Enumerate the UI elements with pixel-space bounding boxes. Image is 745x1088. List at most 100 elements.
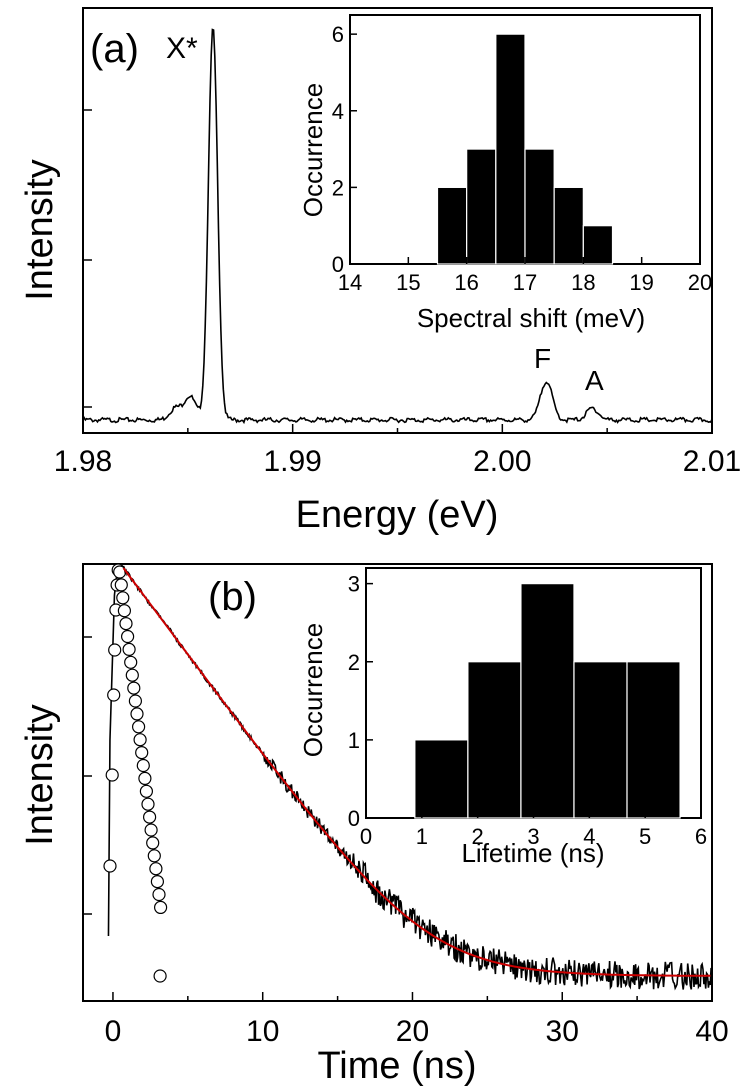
- inset-a-y-axis-title: Occurrence: [298, 83, 328, 217]
- inset-b-y-tick-label: 2: [348, 650, 360, 675]
- inset-a-bar: [466, 148, 497, 265]
- inset-a-x-tick-label: 18: [571, 270, 595, 295]
- panel-b-irf-point: [108, 643, 122, 657]
- inset-a-bar: [553, 186, 584, 265]
- panel-b-y-axis-title: Intensity: [19, 704, 61, 846]
- inset-a-y-tick-label: 2: [332, 175, 344, 200]
- inset-b-x-tick-label: 4: [583, 824, 595, 849]
- panel-b-open-circles: [103, 563, 168, 983]
- panel-a-x-tick-label: 1.98: [54, 445, 112, 478]
- inset-a-y-tick-label: 4: [332, 99, 344, 124]
- panel-a-spectrum-trace: [82, 28, 713, 425]
- panel-a-y-ticks: [83, 109, 92, 408]
- panel-b-irf-point: [153, 969, 167, 983]
- panel-b-irf-point: [105, 768, 119, 782]
- inset-b-x-ticks: 0 1 2 3 4 5 6: [360, 811, 707, 849]
- panel-b-frame: [82, 563, 713, 1002]
- panel-b-irf-point: [125, 668, 139, 682]
- panel-b-irf-point: [130, 707, 144, 721]
- inset-a-y-tick-label: 0: [332, 252, 344, 277]
- panel-b-irf-point: [150, 874, 164, 889]
- panel-b-irf-point: [154, 900, 168, 915]
- panel-b-irf-point: [135, 745, 149, 760]
- peak-label-f: F: [534, 343, 551, 374]
- panel-b-x-tick-label: 0: [105, 1015, 122, 1048]
- panel-b-irf-point: [122, 642, 136, 657]
- peak-label-xstar: X*: [166, 32, 198, 65]
- inset-a-bar: [495, 33, 526, 265]
- inset-a-bars: [436, 33, 614, 265]
- panel-b-irf-point: [149, 862, 163, 876]
- panel-b-irf-point: [132, 720, 146, 734]
- inset-b-x-tick-label: 1: [416, 824, 428, 849]
- panel-b-irf-point: [138, 771, 152, 786]
- panel-b-x-axis-title: Time (ns): [317, 1045, 476, 1087]
- panel-b-x-tick-label: 40: [695, 1015, 728, 1048]
- panel-b-irf-point: [133, 733, 147, 747]
- panel-b-fit-curve: [122, 567, 711, 977]
- inset-b-y-axis-title: Occurrence: [298, 623, 328, 757]
- inset-a-y-tick-label: 6: [332, 22, 344, 47]
- panel-b-irf-point: [128, 694, 142, 708]
- panel-b-irf-point: [107, 688, 121, 702]
- inset-b-y-tick-label: 0: [348, 806, 360, 831]
- panel-b-inset-histogram: 0 1 2 3 4 5 6 0 1 2 3 Lifetime (ns) Occurrence: [298, 567, 707, 868]
- panel-a-y-axis-title: Intensity: [19, 159, 61, 301]
- panel-b-irf-point: [152, 887, 166, 902]
- panel-a-spectrum: 1.98 1.99 2.00 2.01 (a) X* F A Energy (eV) …: [19, 7, 741, 536]
- panel-b-irf-point: [139, 784, 153, 798]
- panel-a-x-axis-title: Energy (eV): [296, 494, 499, 536]
- panel-b-irf-point: [114, 578, 128, 592]
- panel-b-label: (b): [208, 575, 257, 619]
- inset-b-x-tick-label: 0: [360, 824, 372, 849]
- panel-b-irf-point: [144, 823, 158, 837]
- panel-b-irf-point: [124, 655, 138, 669]
- inset-b-bar: [626, 661, 681, 819]
- inset-a-x-tick-label: 17: [513, 270, 537, 295]
- inset-a-bar: [524, 148, 555, 265]
- panel-b-irf-point: [119, 616, 133, 631]
- panel-b-irf-point: [143, 810, 157, 824]
- inset-b-x-tick-label: 6: [695, 824, 707, 849]
- inset-b-x-axis-title: Lifetime (ns): [461, 838, 604, 868]
- inset-b-bar: [573, 661, 628, 819]
- inset-b-bar: [520, 583, 575, 819]
- inset-a-x-ticks: 14 15 16 17 18 19 20: [338, 257, 712, 295]
- peak-label-a: A: [585, 365, 604, 396]
- panel-b-irf-point: [146, 836, 160, 850]
- panel-b-y-ticks: [83, 636, 92, 915]
- panel-b-x-tick-label: 10: [246, 1015, 279, 1048]
- inset-a-x-axis-title: Spectral shift (meV): [417, 303, 645, 333]
- inset-a-x-tick-label: 20: [688, 270, 712, 295]
- panel-a-x-tick-label: 2.01: [683, 445, 741, 478]
- inset-b-y-tick-label: 1: [348, 728, 360, 753]
- panel-b-irf-point: [127, 681, 141, 695]
- panel-b-irf-point: [103, 859, 117, 873]
- inset-a-x-tick-label: 14: [338, 270, 362, 295]
- inset-a-x-tick-label: 19: [629, 270, 653, 295]
- panel-a-x-tick-label: 1.99: [263, 445, 321, 478]
- panel-a-label: (a): [90, 27, 139, 71]
- panel-b-irf-line: [107, 567, 119, 937]
- panel-a-x-ticks: 1.98 1.99 2.00 2.01: [54, 424, 741, 478]
- panel-b-x-tick-label: 30: [546, 1015, 579, 1048]
- inset-a-y-ticks: 0 2 4 6: [332, 22, 357, 277]
- panel-b-irf-point: [141, 797, 155, 811]
- inset-a-x-tick-label: 15: [396, 270, 420, 295]
- inset-b-bar: [414, 739, 469, 819]
- panel-b-irf-point: [120, 629, 135, 644]
- inset-a-x-tick-label: 16: [454, 270, 478, 295]
- panel-a-frame: [82, 7, 713, 434]
- inset-a-bar: [436, 186, 468, 265]
- inset-b-bar: [467, 661, 522, 819]
- inset-b-x-tick-label: 2: [472, 824, 484, 849]
- panel-b-irf-point: [116, 591, 130, 605]
- panel-b-x-tick-label: 20: [396, 1015, 429, 1048]
- panel-a-x-tick-label: 2.00: [473, 445, 531, 478]
- inset-b-y-tick-label: 3: [348, 572, 360, 597]
- panel-b-irf-point: [117, 604, 132, 618]
- panel-b-irf-point: [136, 758, 150, 773]
- inset-b-x-tick-label: 3: [527, 824, 539, 849]
